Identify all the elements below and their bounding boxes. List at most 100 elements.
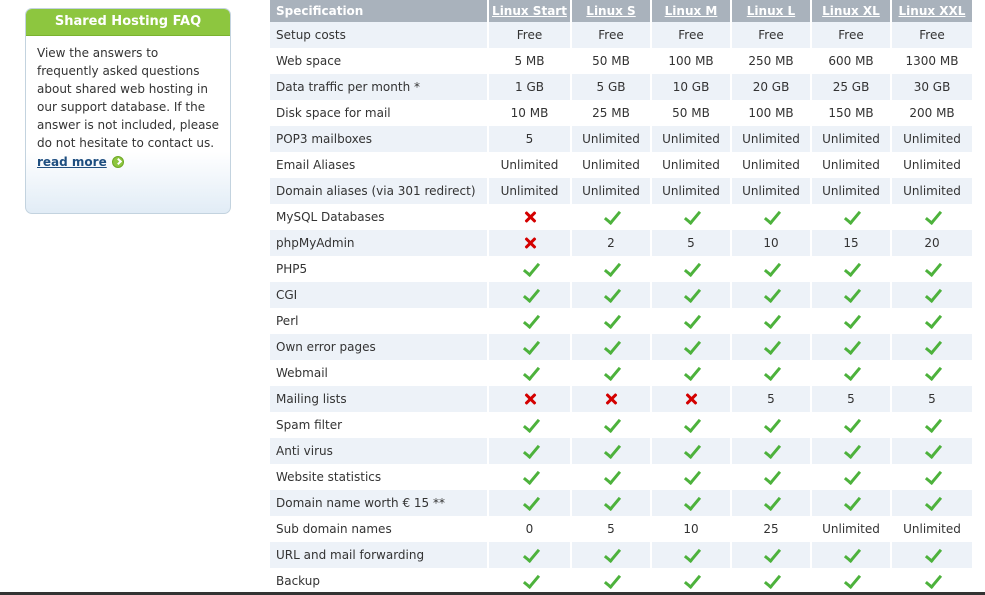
check-icon xyxy=(682,469,700,485)
check-icon xyxy=(602,443,620,459)
table-cell xyxy=(488,412,572,438)
table-row: phpMyAdmin 2 5 10 15 20 xyxy=(270,230,974,256)
check-icon xyxy=(762,573,780,589)
table-row: PHP5 xyxy=(270,256,974,282)
check-icon xyxy=(842,365,860,381)
row-label: Spam filter xyxy=(270,412,489,438)
table-cell xyxy=(571,334,652,360)
table-cell xyxy=(488,542,572,568)
check-icon xyxy=(923,339,941,355)
check-icon xyxy=(842,573,860,589)
table-cell: Unlimited xyxy=(811,178,892,204)
plan-link-linux-xxl[interactable]: Linux XXL xyxy=(898,4,966,18)
plan-link-linux-l[interactable]: Linux L xyxy=(746,4,796,18)
check-icon xyxy=(842,547,860,563)
faq-body: View the answers to frequently asked que… xyxy=(26,36,230,171)
check-icon xyxy=(923,261,941,277)
table-cell: 1300 MB xyxy=(891,48,974,74)
check-icon xyxy=(682,495,700,511)
check-icon xyxy=(842,209,860,225)
table-cell xyxy=(571,568,652,594)
table-cell xyxy=(651,568,732,594)
arrow-circle-right-icon xyxy=(111,156,124,168)
table-cell: Unlimited xyxy=(731,126,812,152)
table-row: Webmail xyxy=(270,360,974,386)
table-cell: Unlimited xyxy=(731,178,812,204)
table-row: POP3 mailboxes 5 Unlimited Unlimited Unlimit… xyxy=(270,126,974,152)
table-cell xyxy=(811,282,892,308)
table-row: Email Aliases Unlimited Unlimited Unlimited… xyxy=(270,152,974,178)
table-cell: 10 MB xyxy=(488,100,572,126)
table-cell xyxy=(571,386,652,412)
check-icon xyxy=(842,313,860,329)
plan-link-linux-s[interactable]: Linux S xyxy=(586,4,636,18)
table-cell xyxy=(891,256,974,282)
faq-text: View the answers to frequently asked que… xyxy=(37,46,220,150)
check-icon xyxy=(923,417,941,433)
check-icon xyxy=(682,417,700,433)
check-icon xyxy=(762,417,780,433)
table-cell: 250 MB xyxy=(731,48,812,74)
table-cell: 10 GB xyxy=(651,74,732,100)
table-cell xyxy=(571,282,652,308)
table-row: Website statistics xyxy=(270,464,974,490)
table-cell: 5 GB xyxy=(571,74,652,100)
row-label: Own error pages xyxy=(270,334,489,360)
table-row: Anti virus xyxy=(270,438,974,464)
read-more-link[interactable]: read more xyxy=(37,153,124,171)
table-cell xyxy=(488,282,572,308)
table-cell: 2 xyxy=(571,230,652,256)
row-label: phpMyAdmin xyxy=(270,230,489,256)
table-cell xyxy=(891,204,974,230)
table-row: Web space 5 MB 50 MB 100 MB 250 MB 600 MB 1300… xyxy=(270,48,974,74)
check-icon xyxy=(923,313,941,329)
check-icon xyxy=(923,547,941,563)
plan-link-linux-m[interactable]: Linux M xyxy=(664,4,718,18)
table-cell: Free xyxy=(651,22,732,48)
table-row: Disk space for mail 10 MB 25 MB 50 MB 100 MB… xyxy=(270,100,974,126)
table-cell xyxy=(488,308,572,334)
table-cell xyxy=(488,386,572,412)
check-icon xyxy=(842,261,860,277)
table-cell: 25 xyxy=(731,516,812,542)
row-label: Web space xyxy=(270,48,489,74)
header-plan: Linux Start xyxy=(488,0,572,22)
faq-title: Shared Hosting FAQ xyxy=(26,9,230,36)
table-cell xyxy=(488,490,572,516)
check-icon xyxy=(521,417,539,433)
table-cell xyxy=(731,542,812,568)
table-cell xyxy=(571,438,652,464)
check-icon xyxy=(602,495,620,511)
table-cell xyxy=(571,412,652,438)
table-cell xyxy=(731,464,812,490)
row-label: Domain name worth € 15 ** xyxy=(270,490,489,516)
plan-link-linux-xl[interactable]: Linux XL xyxy=(822,4,880,18)
row-label: Disk space for mail xyxy=(270,100,489,126)
check-icon xyxy=(762,469,780,485)
table-cell: Unlimited xyxy=(571,126,652,152)
table-cell xyxy=(651,464,732,490)
table-cell xyxy=(891,464,974,490)
table-cell: Unlimited xyxy=(811,516,892,542)
check-icon xyxy=(682,209,700,225)
table-cell: 5 xyxy=(488,126,572,152)
table-cell xyxy=(651,386,732,412)
table-cell: Unlimited xyxy=(488,152,572,178)
table-cell: Unlimited xyxy=(571,178,652,204)
table-cell xyxy=(571,490,652,516)
header-specification: Specification xyxy=(270,0,489,22)
row-label: Anti virus xyxy=(270,438,489,464)
table-cell: Free xyxy=(571,22,652,48)
table-cell: Unlimited xyxy=(731,152,812,178)
table-cell: 100 MB xyxy=(731,100,812,126)
table-cell: 5 xyxy=(811,386,892,412)
table-row: Data traffic per month * 1 GB 5 GB 10 GB 20 … xyxy=(270,74,974,100)
check-icon xyxy=(682,547,700,563)
table-cell xyxy=(891,360,974,386)
check-icon xyxy=(923,573,941,589)
table-cell xyxy=(488,230,572,256)
check-icon xyxy=(682,261,700,277)
table-cell xyxy=(811,204,892,230)
check-icon xyxy=(521,261,539,277)
plan-link-linux-start[interactable]: Linux Start xyxy=(492,4,567,18)
